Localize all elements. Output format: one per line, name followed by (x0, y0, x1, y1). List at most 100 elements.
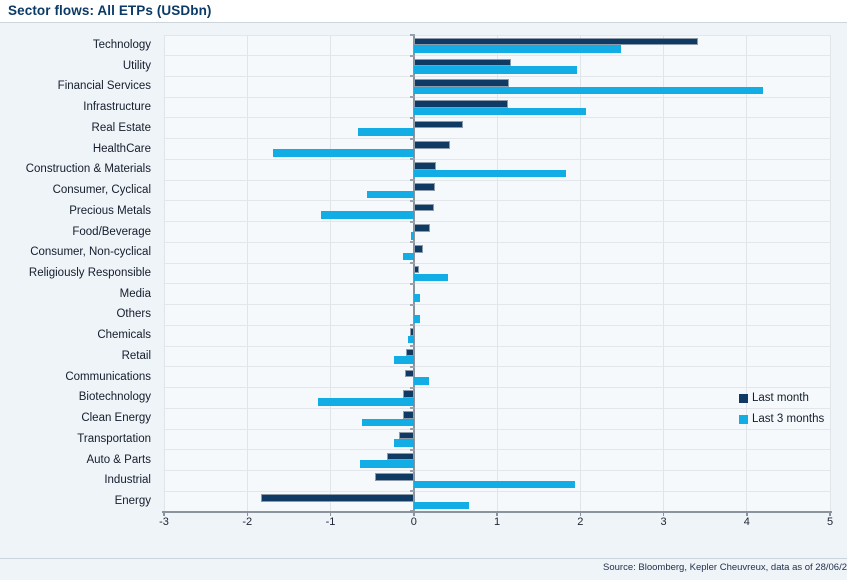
category-label: Energy (114, 495, 151, 508)
horizontal-gridline (164, 490, 830, 492)
category-tick (409, 241, 415, 244)
x-tick-label: -1 (325, 516, 336, 528)
category-label: Retail (121, 349, 151, 362)
category-tick (409, 179, 415, 182)
category-tick (409, 34, 415, 36)
bar-last-month-industrial (374, 473, 414, 481)
bar-last-3-months-religiously-responsible (413, 273, 448, 282)
bar-last-3-months-real-estate (357, 128, 414, 136)
bar-last-month-consumer-cyclical (413, 182, 436, 191)
legend-item-last-3-months: Last 3 months (739, 409, 824, 430)
bar-last-month-consumer-non-cyclical (413, 245, 423, 253)
horizontal-gridline (164, 179, 830, 181)
x-axis-tick (329, 511, 332, 516)
category-tick (409, 490, 415, 493)
bar-last-month-transportation (398, 431, 414, 440)
category-tick (409, 158, 415, 161)
vertical-gridline (496, 35, 498, 512)
vertical-gridline (163, 35, 165, 512)
horizontal-gridline (164, 366, 830, 368)
vertical-gridline (663, 35, 664, 512)
bar-last-3-months-healthcare (273, 149, 414, 157)
bar-last-month-energy (261, 494, 414, 502)
x-axis-tick (163, 511, 165, 516)
category-label: Technology (92, 38, 151, 51)
category-label: Auto & Parts (86, 453, 151, 466)
bar-last-month-clean-energy (402, 411, 414, 419)
category-tick (409, 345, 415, 348)
x-tick-label: 3 (660, 516, 667, 528)
category-label: Consumer, Cyclical (52, 184, 151, 197)
category-label: Industrial (104, 474, 151, 487)
bar-last-month-real-estate (413, 120, 463, 129)
category-tick (409, 469, 415, 472)
bar-last-3-months-auto-parts (359, 460, 414, 468)
category-label: HealthCare (92, 142, 151, 155)
horizontal-gridline (164, 138, 830, 140)
horizontal-gridline (164, 283, 830, 285)
bar-last-3-months-clean-energy (362, 418, 414, 427)
title-bar: Sector flows: All ETPs (USDbn) (0, 0, 847, 23)
category-label: Religiously Responsible (28, 267, 151, 279)
category-tick (409, 137, 415, 140)
bar-last-month-infrastructure (413, 99, 508, 108)
category-tick (409, 54, 415, 57)
category-label: Chemicals (97, 329, 151, 342)
category-tick (409, 199, 415, 202)
bar-last-3-months-consumer-cyclical (367, 190, 414, 199)
category-label: Financial Services (57, 80, 151, 93)
category-label: Precious Metals (69, 204, 151, 217)
category-label: Infrastructure (83, 101, 151, 114)
category-tick (409, 448, 415, 451)
category-tick (409, 220, 415, 223)
x-tick-label: -3 (159, 516, 169, 528)
vertical-gridline (246, 35, 248, 512)
legend-swatch-last-month (739, 393, 748, 403)
horizontal-gridline (164, 324, 830, 326)
legend: Last month Last 3 months (739, 388, 824, 429)
horizontal-gridline (164, 96, 830, 98)
horizontal-gridline (164, 345, 830, 347)
x-tick-label: 5 (826, 516, 834, 528)
legend-swatch-last-3-months (739, 414, 748, 424)
bar-last-month-utility (413, 58, 512, 67)
horizontal-gridline (164, 35, 830, 36)
category-tick (409, 324, 415, 327)
bar-last-3-months-food-beverage (411, 232, 414, 240)
horizontal-gridline (164, 200, 830, 202)
bar-last-3-months-technology (413, 45, 622, 53)
bar-last-3-months-communications (413, 377, 429, 385)
x-tick-label: -2 (242, 516, 253, 528)
category-label: Consumer, Non-cyclical (30, 246, 151, 259)
bar-last-3-months-media (413, 294, 420, 302)
horizontal-gridline (164, 407, 830, 409)
x-axis-line (162, 511, 832, 513)
x-axis-tick (579, 511, 581, 516)
x-axis-tick (829, 511, 831, 516)
bar-last-month-retail (406, 348, 414, 357)
category-label: Communications (65, 370, 151, 383)
vertical-gridline (829, 35, 831, 512)
horizontal-gridline (164, 262, 830, 264)
category-label: Transportation (77, 432, 151, 445)
category-tick (409, 386, 415, 389)
x-axis-tick (496, 511, 498, 516)
x-tick-label: 2 (577, 516, 584, 528)
horizontal-gridline (164, 241, 830, 243)
x-tick-label: 4 (743, 516, 750, 528)
x-tick-label: 0 (410, 516, 417, 528)
horizontal-gridline (164, 221, 830, 223)
plot-area (162, 34, 832, 516)
category-label: Food/Beverage (72, 225, 151, 238)
legend-label-last-month: Last month (752, 392, 809, 405)
category-axis-labels: Technology Utility Financial Services Infra… (0, 35, 157, 512)
category-label: Others (116, 308, 151, 321)
x-axis-tick (246, 511, 248, 516)
bar-last-month-precious-metals (413, 203, 434, 212)
horizontal-gridline (164, 470, 830, 472)
bar-last-month-biotechnology (402, 390, 414, 398)
category-label: Clean Energy (81, 412, 151, 425)
x-axis-tick (662, 511, 665, 516)
bar-last-3-months-infrastructure (413, 107, 587, 116)
